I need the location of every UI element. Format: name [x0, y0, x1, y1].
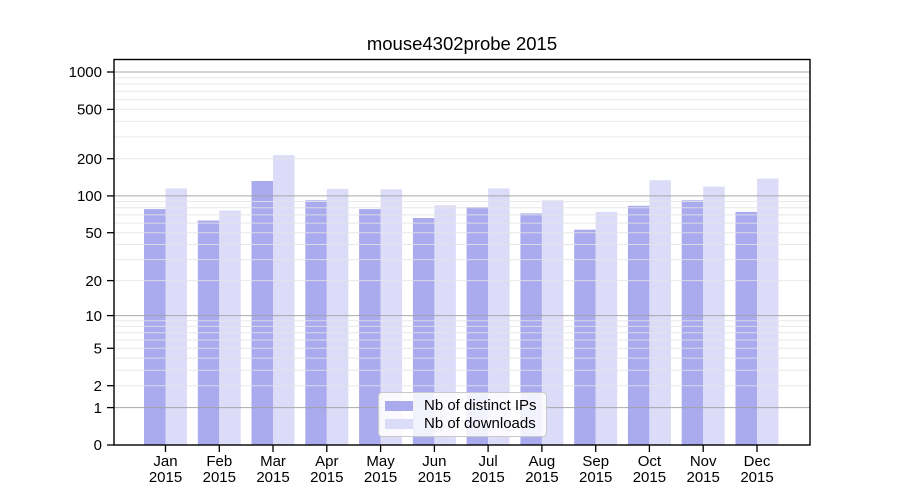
legend-label-distinct-ips: Nb of distinct IPs [424, 397, 537, 414]
x-tick-label-month-oct: Oct [638, 453, 662, 470]
bar-sep-downloads [595, 211, 618, 445]
y-tick-label-20: 20 [85, 273, 102, 290]
bar-jun-distinct-ips [412, 218, 435, 445]
bar-feb-downloads [219, 210, 241, 445]
x-tick-label-month-mar: Mar [260, 453, 286, 470]
bar-jun-downloads [434, 205, 456, 445]
plot-border [113, 58, 811, 446]
bar-aug-downloads [541, 200, 564, 445]
bar-dec-distinct-ips [735, 211, 757, 445]
y-tick-label-0: 0 [94, 437, 102, 454]
x-tick-label-year-jun: 2015 [418, 469, 451, 486]
y-tick-label-1000: 1000 [69, 64, 102, 81]
x-tick-label-month-aug: Aug [529, 453, 556, 470]
y-tick-label-200: 200 [77, 151, 102, 168]
bar-oct-distinct-ips [627, 205, 650, 445]
bar-jan-downloads [165, 188, 187, 445]
x-tick-label-year-oct: 2015 [633, 469, 666, 486]
x-tick-label-month-apr: Apr [315, 453, 338, 470]
x-tick-label-month-sep: Sep [582, 453, 609, 470]
x-tick-label-month-feb: Feb [206, 453, 232, 470]
x-tick-label-month-jun: Jun [422, 453, 446, 470]
x-tick-label-year-mar: 2015 [256, 469, 289, 486]
x-tick-label-year-sep: 2015 [579, 469, 612, 486]
legend-item-downloads: Nb of downloads [385, 416, 540, 432]
bar-dec-downloads [757, 178, 779, 445]
x-tick-label-year-may: 2015 [364, 469, 397, 486]
x-tick-label-month-nov: Nov [690, 453, 717, 470]
legend-label-downloads: Nb of downloads [424, 415, 536, 432]
x-tick-label-year-jul: 2015 [471, 469, 504, 486]
bar-mar-distinct-ips [251, 181, 273, 445]
bar-oct-downloads [649, 180, 671, 445]
legend-swatch-downloads [385, 419, 413, 429]
chart-title: mouse4302probe 2015 [366, 33, 558, 54]
y-tick-label-500: 500 [77, 102, 102, 119]
x-tick-label-year-apr: 2015 [310, 469, 343, 486]
y-tick-label-10: 10 [85, 308, 102, 325]
legend-swatch-distinct-ips [385, 401, 413, 411]
bar-jul-downloads [488, 188, 510, 445]
bar-mar-downloads [273, 155, 295, 445]
bar-sep-distinct-ips [574, 229, 596, 445]
y-tick-label-100: 100 [77, 188, 102, 205]
bar-may-downloads [380, 189, 403, 445]
x-tick-label-year-jan: 2015 [149, 469, 182, 486]
y-tick-label-5: 5 [94, 341, 102, 358]
x-tick-label-month-dec: Dec [744, 453, 771, 470]
y-tick-label-2: 2 [94, 378, 102, 395]
x-tick-label-year-dec: 2015 [740, 469, 773, 486]
x-tick-label-year-nov: 2015 [687, 469, 720, 486]
x-tick-label-month-jan: Jan [153, 453, 177, 470]
bar-nov-distinct-ips [681, 200, 704, 445]
y-tick-label-1: 1 [94, 400, 102, 417]
x-tick-label-year-feb: 2015 [203, 469, 236, 486]
x-tick-label-year-aug: 2015 [525, 469, 558, 486]
legend: Nb of distinct IPs Nb of downloads [378, 392, 547, 437]
bar-apr-distinct-ips [305, 200, 327, 445]
x-tick-label-month-jul: Jul [479, 453, 498, 470]
bar-aug-distinct-ips [520, 213, 542, 445]
legend-item-distinct-ips: Nb of distinct IPs [385, 398, 540, 414]
x-tick-label-month-may: May [366, 453, 395, 470]
bar-apr-downloads [326, 188, 349, 445]
y-tick-label-50: 50 [85, 225, 102, 242]
